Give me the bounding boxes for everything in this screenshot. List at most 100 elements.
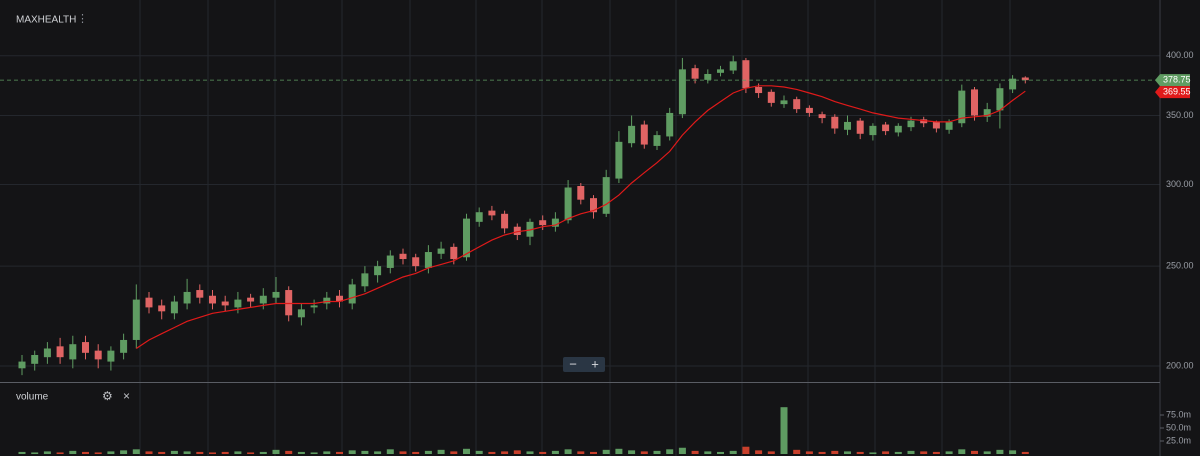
- volume-bar: [69, 450, 77, 454]
- candle-body: [475, 212, 483, 222]
- volume-bar: [120, 450, 128, 454]
- volume-bar: [767, 451, 775, 454]
- ma-price-label: 369.55: [1163, 87, 1191, 97]
- symbol-title: MAXHEALTH: [16, 15, 76, 26]
- candle-body: [310, 305, 318, 308]
- volume-bar: [742, 446, 750, 454]
- candle-body: [348, 284, 356, 304]
- volume-bar: [526, 451, 534, 454]
- candle-body: [805, 107, 813, 113]
- candle-body: [43, 348, 51, 358]
- volume-bar: [666, 449, 674, 454]
- candle-body: [18, 361, 26, 369]
- candle-body: [107, 350, 115, 362]
- volume-bar: [374, 451, 382, 454]
- candle-body: [399, 253, 407, 260]
- candle-body: [247, 297, 255, 302]
- y-tick-label: 75.0m: [1166, 409, 1191, 419]
- volume-bar: [450, 451, 458, 454]
- candle-body: [666, 112, 674, 137]
- candle-body: [94, 350, 102, 360]
- candle-body: [31, 354, 39, 364]
- volume-bar: [361, 450, 369, 454]
- candle-body: [158, 305, 166, 312]
- volume-bar: [297, 451, 305, 454]
- volume-bar: [475, 450, 483, 454]
- volume-bar: [348, 450, 356, 454]
- volume-bar: [678, 447, 686, 454]
- candle-body: [323, 297, 331, 304]
- candle-body: [678, 69, 686, 115]
- candle-body: [882, 124, 890, 132]
- y-tick-label: 200.00: [1166, 360, 1194, 370]
- menu-icon[interactable]: ⋮: [77, 13, 88, 25]
- candle-body: [704, 73, 712, 80]
- candle-body: [120, 339, 128, 353]
- zoom-panel: [563, 357, 605, 372]
- volume-bar: [82, 451, 89, 454]
- volume-bar: [463, 448, 470, 454]
- candle-body: [653, 135, 661, 146]
- y-tick-label: 250.00: [1166, 261, 1194, 271]
- volume-title: volume: [16, 392, 49, 403]
- volume-bar: [132, 449, 140, 454]
- candle-body: [1009, 78, 1017, 90]
- volume-bar: [43, 451, 51, 454]
- last-price-label: 378.75: [1163, 75, 1191, 85]
- candle-body: [564, 187, 572, 221]
- candle-body: [132, 299, 140, 340]
- volume-bar: [882, 451, 890, 454]
- candle-body: [958, 90, 966, 124]
- candle-body: [996, 88, 1004, 111]
- last-price-tag: [1155, 74, 1190, 87]
- volume-bar: [107, 451, 115, 454]
- candle-body: [602, 177, 610, 214]
- volume-bar: [818, 451, 826, 454]
- volume-bar: [551, 450, 559, 454]
- candle-body: [742, 60, 750, 89]
- candle-body: [488, 210, 496, 216]
- candle-body: [907, 120, 915, 128]
- volume-bar: [691, 450, 699, 454]
- volume-bar: [653, 450, 661, 454]
- volume-bar: [209, 452, 216, 454]
- volume-bar: [717, 451, 724, 454]
- candle-body: [628, 125, 636, 144]
- volume-bar: [564, 449, 572, 454]
- candle-body: [374, 266, 382, 276]
- candle-body: [336, 295, 343, 302]
- volume-bar: [513, 450, 521, 454]
- volume-bar: [412, 451, 420, 454]
- volume-bar: [539, 451, 547, 454]
- candle-body: [170, 301, 178, 314]
- volume-bar: [247, 452, 255, 454]
- candle-body: [793, 99, 801, 110]
- zoom-controls: − +: [563, 356, 605, 372]
- volume-bar: [958, 449, 966, 454]
- volume-bar: [272, 449, 280, 454]
- candle-body: [437, 248, 445, 254]
- y-tick-label: 300.00: [1166, 179, 1194, 189]
- zoom-out-button[interactable]: −: [569, 356, 577, 371]
- candle-body: [196, 290, 204, 298]
- close-icon[interactable]: ×: [123, 389, 130, 403]
- zoom-in-button[interactable]: +: [591, 356, 599, 371]
- candle-body: [615, 141, 623, 179]
- candle-body: [386, 255, 394, 268]
- y-tick-label: 25.0m: [1166, 435, 1191, 445]
- volume-bar: [158, 451, 166, 454]
- volume-bar: [259, 451, 267, 454]
- candle-body: [691, 68, 699, 79]
- volume-bar: [336, 451, 343, 454]
- volume-bar: [640, 451, 648, 454]
- settings-icon[interactable]: ⚙: [102, 389, 113, 403]
- volume-bar: [856, 451, 864, 454]
- candle-body: [424, 252, 432, 268]
- volume-bar: [971, 450, 978, 454]
- volume-bar: [501, 451, 509, 454]
- candle-body: [1021, 77, 1029, 81]
- volume-bar: [424, 450, 432, 454]
- candle-body: [209, 295, 216, 304]
